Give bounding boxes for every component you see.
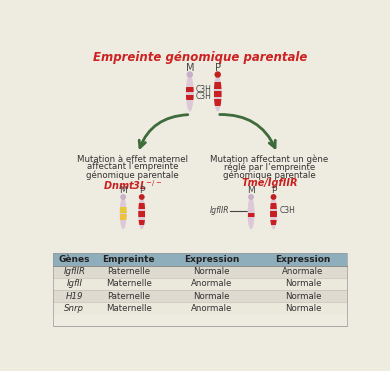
Text: Gènes: Gènes <box>58 255 90 264</box>
Text: Maternelle: Maternelle <box>106 304 151 313</box>
Text: génomique parentale: génomique parentale <box>86 170 179 180</box>
Circle shape <box>186 71 193 78</box>
Text: P: P <box>215 63 221 73</box>
Bar <box>186 87 194 92</box>
Bar <box>186 95 194 101</box>
Text: Normale: Normale <box>193 292 230 301</box>
Text: Dnmt3L$^{-/-}$: Dnmt3L$^{-/-}$ <box>103 178 162 192</box>
Bar <box>138 211 145 217</box>
Ellipse shape <box>214 75 222 112</box>
Text: Tme/IgfIIR: Tme/IgfIIR <box>241 178 298 188</box>
Text: Anormale: Anormale <box>282 267 324 276</box>
Text: M: M <box>247 186 255 195</box>
Text: réglé par l’empreinte: réglé par l’empreinte <box>224 162 315 172</box>
Bar <box>53 278 347 290</box>
Text: M: M <box>186 63 194 73</box>
Circle shape <box>271 194 277 200</box>
Text: Maternelle: Maternelle <box>106 279 151 289</box>
Text: génomique parentale: génomique parentale <box>223 170 316 180</box>
Ellipse shape <box>248 197 255 229</box>
Text: Empreinte: Empreinte <box>102 255 155 264</box>
Text: C3H: C3H <box>196 85 212 95</box>
Text: affectant l’empreinte: affectant l’empreinte <box>87 162 178 171</box>
Ellipse shape <box>138 197 145 229</box>
Bar <box>53 290 347 302</box>
Bar <box>270 220 277 226</box>
Bar <box>270 211 277 217</box>
Bar <box>138 220 145 226</box>
Text: Expression: Expression <box>184 255 239 264</box>
Text: Normale: Normale <box>193 267 230 276</box>
Text: Paternelle: Paternelle <box>107 267 150 276</box>
Text: IgfIIR: IgfIIR <box>209 206 229 215</box>
Text: C3H: C3H <box>196 92 212 101</box>
Text: IgfII: IgfII <box>66 279 82 289</box>
Text: Mutation à effet maternel: Mutation à effet maternel <box>77 155 188 164</box>
Circle shape <box>120 194 126 200</box>
Circle shape <box>139 194 145 200</box>
Bar <box>214 99 222 106</box>
Bar <box>270 203 277 209</box>
Text: Mutation affectant un gène: Mutation affectant un gène <box>211 155 329 164</box>
Text: C3H: C3H <box>279 206 295 215</box>
Ellipse shape <box>120 197 127 229</box>
Text: P: P <box>139 186 144 195</box>
Bar <box>120 207 127 213</box>
Bar <box>53 302 347 315</box>
Bar <box>120 214 127 220</box>
Circle shape <box>248 194 254 200</box>
Ellipse shape <box>186 75 194 112</box>
Bar <box>214 82 222 89</box>
Text: Paternelle: Paternelle <box>107 292 150 301</box>
Bar <box>53 266 347 278</box>
Text: H19: H19 <box>66 292 83 301</box>
Bar <box>53 253 347 326</box>
Circle shape <box>215 71 221 78</box>
Bar <box>248 213 255 217</box>
Bar <box>214 91 222 98</box>
Text: P: P <box>271 186 276 195</box>
Text: Anormale: Anormale <box>191 279 232 289</box>
Text: Empreinte génomique parentale: Empreinte génomique parentale <box>93 51 307 64</box>
Ellipse shape <box>270 197 277 229</box>
Text: Normale: Normale <box>285 304 321 313</box>
Text: IgfIIR: IgfIIR <box>63 267 85 276</box>
Text: Normale: Normale <box>285 279 321 289</box>
Text: Expression: Expression <box>275 255 331 264</box>
Text: Normale: Normale <box>285 292 321 301</box>
Text: Snrp: Snrp <box>64 304 84 313</box>
Bar <box>53 253 347 266</box>
Bar <box>138 203 145 209</box>
Text: Anormale: Anormale <box>191 304 232 313</box>
Text: M: M <box>119 186 127 195</box>
